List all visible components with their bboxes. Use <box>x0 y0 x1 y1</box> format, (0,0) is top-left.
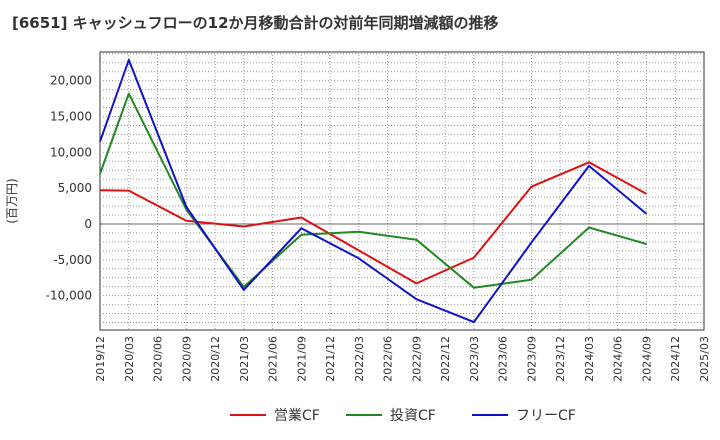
x-tick-label: 2020/12 <box>209 336 222 382</box>
x-tick-label: 2023/06 <box>497 336 510 382</box>
x-tick-label: 2024/03 <box>583 336 596 382</box>
y-tick-label: 20,000 <box>50 74 92 88</box>
y-axis-label: (百万円) <box>5 178 19 223</box>
chart-title: [6651] キャッシュフローの12か月移動合計の対前年同期増減額の推移 <box>12 14 499 32</box>
x-tick-label: 2023/09 <box>525 336 538 382</box>
x-tick-label: 2021/06 <box>267 336 280 382</box>
legend-label: 投資CF <box>390 408 436 424</box>
y-tick-label: -10,000 <box>46 289 92 303</box>
legend-label: 営業CF <box>274 408 320 424</box>
series-layer <box>99 58 648 324</box>
x-tick-label: 2021/03 <box>238 336 251 382</box>
x-tick-label: 2020/09 <box>180 336 193 382</box>
series-line <box>99 161 647 285</box>
x-tick-label: 2021/09 <box>295 336 308 382</box>
x-tick-label: 2024/06 <box>612 336 625 382</box>
x-tick-label: 2024/09 <box>640 336 653 382</box>
y-tick-label: -5,000 <box>53 253 92 267</box>
y-tick-label: 5,000 <box>58 181 92 195</box>
y-tick-label: 10,000 <box>50 145 92 159</box>
x-tick-label: 2020/06 <box>152 336 165 382</box>
x-tick-label: 2019/12 <box>94 336 107 382</box>
y-axis-ticks: -10,000 -5,000 0 5,000 10,000 15,000 20,000 <box>46 74 92 303</box>
legend: 営業CF 投資CF フリーCF <box>230 408 576 424</box>
x-tick-label: 2023/03 <box>468 336 481 382</box>
x-tick-label: 2024/12 <box>669 336 682 382</box>
x-tick-label: 2023/12 <box>554 336 567 382</box>
x-tick-label: 2022/12 <box>439 336 452 382</box>
x-tick-label: 2022/03 <box>353 336 366 382</box>
x-tick-label: 2020/03 <box>123 336 136 382</box>
plot-area <box>99 51 705 331</box>
legend-label: フリーCF <box>516 408 576 424</box>
x-tick-label: 2022/06 <box>382 336 395 382</box>
x-tick-label: 2022/09 <box>410 336 423 382</box>
y-tick-label: 0 <box>84 217 92 231</box>
series-line <box>99 58 648 324</box>
series-line <box>99 92 647 289</box>
y-tick-label: 15,000 <box>50 109 92 123</box>
x-tick-label: 2021/12 <box>324 336 337 382</box>
x-tick-label: 2025/03 <box>698 336 711 382</box>
x-axis-ticks: 2019/12 2020/03 2020/06 2020/09 2020/12 2021/… <box>94 336 711 382</box>
